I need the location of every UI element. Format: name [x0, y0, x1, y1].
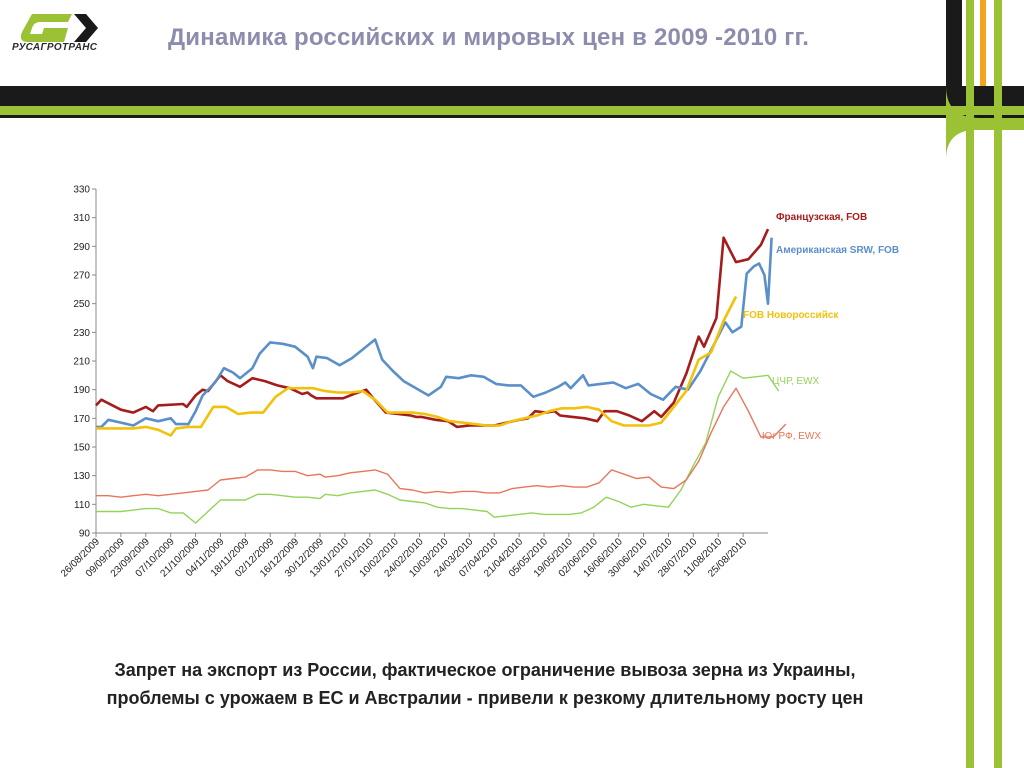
y-tick-label: 170 [73, 414, 90, 425]
y-tick-label: 130 [73, 471, 90, 482]
series-label-4: ЦЧР, EWX [772, 376, 820, 387]
page-title: Динамика российских и мировых цен в 2009… [168, 24, 810, 51]
logo-icon [20, 14, 98, 42]
caption: Запрет на экспорт из России, фактическое… [30, 656, 940, 712]
y-tick-label: 110 [74, 500, 90, 511]
y-tick-label: 290 [73, 242, 90, 253]
y-tick-label: 310 [73, 213, 90, 224]
series-label-5: Юг РФ, EWX [762, 431, 821, 442]
series-line-4 [96, 370, 780, 524]
logo-text: РУСАГРОТРАНС [12, 42, 98, 53]
y-tick-label: 250 [73, 299, 90, 310]
y-tick-label: 150 [73, 443, 90, 454]
y-tick-label: 190 [73, 385, 90, 396]
y-tick-label: 230 [73, 328, 90, 339]
series-line-3 [96, 295, 738, 437]
y-tick-label: 210 [73, 357, 90, 368]
series-line-5 [96, 387, 787, 498]
series-label-3: FOB Новороссийск [743, 310, 839, 321]
caption-line-2: проблемы с урожаем в ЕС и Австралии - пр… [106, 688, 864, 708]
series-label-1: Французская, FOB [776, 212, 867, 223]
series-label-2: Американская SRW, FOB [776, 245, 899, 256]
y-tick-label: 270 [73, 271, 90, 282]
y-tick-label: 90 [79, 529, 91, 540]
y-tick-label: 330 [73, 185, 90, 196]
series-line-2 [96, 237, 773, 429]
caption-line-1: Запрет на экспорт из России, фактическое… [114, 660, 856, 680]
